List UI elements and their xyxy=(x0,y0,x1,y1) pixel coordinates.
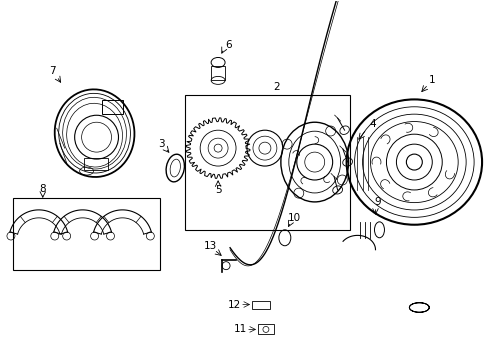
Bar xyxy=(13,198,160,270)
Text: 11: 11 xyxy=(233,324,246,334)
Text: 6: 6 xyxy=(224,40,231,50)
Text: 12: 12 xyxy=(227,300,240,310)
Bar xyxy=(258,324,273,334)
Bar xyxy=(211,67,224,80)
Text: 2: 2 xyxy=(273,82,280,93)
Text: 10: 10 xyxy=(287,213,301,223)
Text: 4: 4 xyxy=(368,119,375,129)
Text: 7: 7 xyxy=(49,67,56,76)
Bar xyxy=(185,95,349,230)
Bar xyxy=(251,301,269,309)
Text: 3: 3 xyxy=(158,139,164,149)
Text: 5: 5 xyxy=(214,185,221,195)
Text: 13: 13 xyxy=(203,241,216,251)
Text: 1: 1 xyxy=(428,75,435,85)
Text: 9: 9 xyxy=(373,197,380,207)
Text: 8: 8 xyxy=(40,184,46,194)
